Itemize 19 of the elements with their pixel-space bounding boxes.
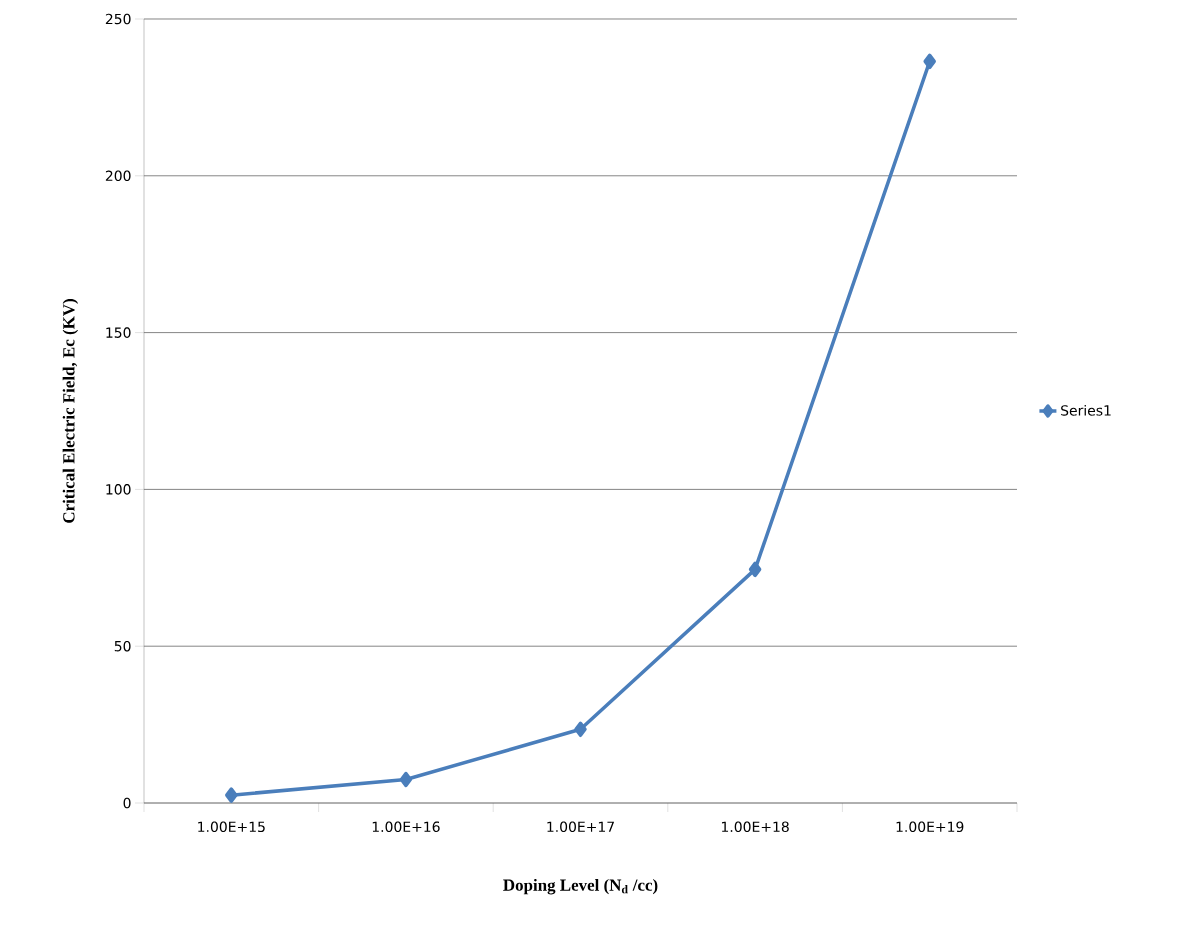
y-tick-label: 250 <box>105 13 131 25</box>
y-tick-label: 50 <box>114 640 131 652</box>
y-tick-label: 150 <box>106 327 131 338</box>
point <box>574 721 587 738</box>
y-tick-label: 200 <box>105 170 131 182</box>
y-tick-label: 100 <box>106 484 131 495</box>
x-tick-label: 1.00E+17 <box>547 821 614 833</box>
point <box>399 771 413 788</box>
point <box>225 787 238 803</box>
x-tick-label: 1.00E+19 <box>896 821 964 833</box>
x-tick-label: 1.00E+16 <box>372 821 440 833</box>
point <box>748 561 762 578</box>
y-axis-title: Critical Electric Field, Ec (KV) <box>62 299 79 523</box>
x-tick-label: 1.00E+18 <box>721 821 789 833</box>
point <box>923 53 936 70</box>
y-tick-label: 0 <box>123 797 131 809</box>
x-tick-label: 1.00E+15 <box>198 821 265 833</box>
legend-label: Series1 <box>1061 404 1111 416</box>
x-axis-title: Doping Level (N$_{d}$ /cc) <box>503 878 658 895</box>
